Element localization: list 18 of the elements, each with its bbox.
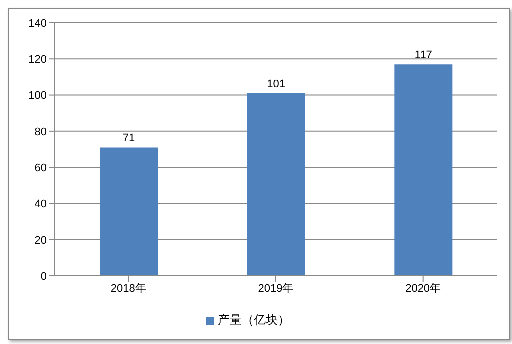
bar	[100, 148, 158, 276]
data-label: 117	[414, 50, 432, 62]
x-tick-label: 2020年	[406, 282, 442, 295]
y-tick-label: 20	[34, 234, 47, 247]
y-tick-label: 40	[34, 198, 47, 211]
y-tick-label: 0	[40, 270, 47, 283]
bar	[394, 64, 453, 276]
y-tick-label: 60	[34, 162, 47, 174]
y-tick-label: 140	[28, 18, 47, 30]
data-label: 101	[267, 78, 286, 90]
y-tick-label: 80	[34, 126, 47, 138]
y-tick-label: 100	[28, 90, 47, 102]
bar	[247, 93, 306, 276]
y-tick-label: 120	[28, 54, 47, 66]
x-tick-label: 2018年	[110, 282, 146, 295]
legend-label: 产量（亿块）	[218, 313, 290, 327]
data-label: 71	[122, 132, 136, 145]
x-tick-label: 2019年	[258, 282, 294, 295]
